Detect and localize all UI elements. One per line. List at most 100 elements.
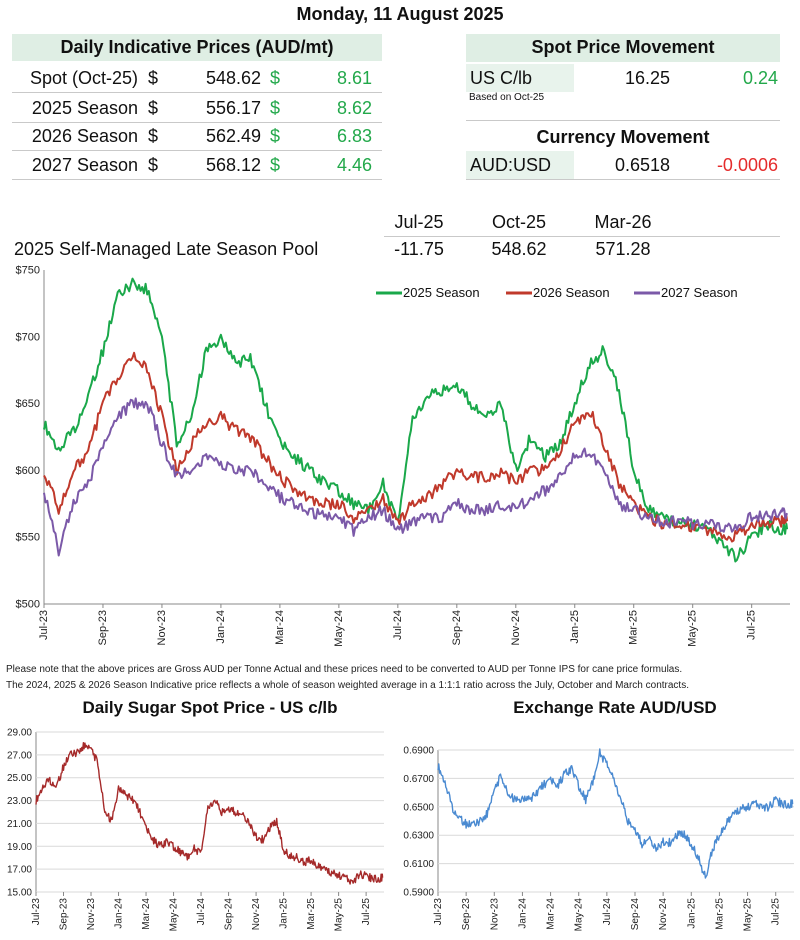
x-tick-label: Jul-24 [602,898,613,926]
spot-unit-label: US C/lb [466,64,574,92]
series-line [437,748,794,879]
divider [466,179,780,180]
currency-symbol: $ [148,98,159,118]
x-tick-label: Jan-24 [114,898,125,929]
pool-header-mar: Mar-26 [594,212,652,232]
currency-symbol: $ [148,68,159,88]
season-price-chart: $500 $550 $600 $650 $700 $750 Jul-23 Sep-23 Nov-… [16,265,790,647]
y-tick-label: 25.00 [7,773,32,784]
x-tick-label: May-24 [574,898,585,932]
y-tick-label: 0.6500 [403,802,434,813]
daily-row-label: 2025 Season [31,98,138,118]
pool-value-mar: 571.28 [595,239,651,259]
note-line-1: Please note that the above prices are Gr… [6,664,683,675]
currency-value: 0.6518 [614,155,670,175]
currency-change: -0.0006 [716,155,778,175]
sugar-spot-chart: 15.00 17.00 19.00 21.00 23.00 25.00 27.00 29.00… [7,728,384,932]
x-tick-label: Mar-25 [628,610,640,645]
daily-row-price: 562.49 [205,126,261,146]
y-tick-label: 15.00 [7,888,32,899]
x-tick-label: Nov-23 [156,610,168,645]
y-tick-label: $550 [16,532,40,544]
divider [12,122,382,123]
x-tick-label: Jul-25 [361,898,372,926]
daily-row-change: 6.83 [336,126,372,146]
exchange-rate-chart: 0.5900 0.6100 0.6300 0.6500 0.6700 0.6900 Jul-… [403,746,794,932]
x-tick-label: Jul-23 [38,610,50,640]
x-tick-label: Nov-24 [510,610,522,645]
y-tick-label: 23.00 [7,796,32,807]
x-tick-label: Jul-23 [433,898,444,926]
daily-row-change: 8.62 [336,98,372,118]
y-tick-label: 17.00 [7,865,32,876]
x-tick-label: Nov-23 [489,898,500,931]
spot-movement-header: Spot Price Movement [466,34,780,62]
daily-row-label: 2027 Season [31,155,138,175]
x-tick-label: Mar-24 [546,898,557,930]
pool-value-oct: 548.62 [491,239,547,259]
y-tick-label: $750 [16,265,40,277]
currency-symbol: $ [270,68,281,88]
y-tick-label: 21.00 [7,819,32,830]
note-line-2: The 2024, 2025 & 2026 Season Indicative … [6,680,689,691]
x-tick-label: Sep-24 [630,898,641,931]
x-tick-label: Mar-24 [141,898,152,930]
series-line [43,397,789,557]
daily-prices-header: Daily Indicative Prices (AUD/mt) [12,34,382,61]
divider [384,236,780,237]
y-tick-label: $700 [16,331,40,343]
x-tick-label: Jul-25 [746,610,758,640]
x-tick-label: Sep-24 [451,610,463,645]
x-tick-label: Sep-23 [59,898,70,931]
x-tick-label: Jan-25 [279,898,290,929]
currency-movement-header: Currency Movement [536,127,710,147]
currency-symbol: $ [270,155,281,175]
divider [12,92,382,93]
pool-header-jul: Jul-25 [394,212,444,232]
y-tick-label: 19.00 [7,842,32,853]
y-tick-label: 29.00 [7,728,32,739]
y-tick-label: 0.5900 [403,888,434,899]
x-tick-label: May-25 [687,610,699,647]
x-tick-label: Sep-24 [224,898,235,931]
y-tick-label: 0.6300 [403,831,434,842]
x-tick-label: Nov-24 [658,898,669,931]
divider [12,150,382,151]
y-tick-label: $600 [16,465,40,477]
series-line [35,742,384,885]
x-tick-label: May-25 [334,898,345,932]
x-tick-label: Mar-24 [274,610,286,645]
x-tick-label: Nov-23 [86,898,97,931]
x-tick-label: Mar-25 [306,898,317,930]
x-tick-label: May-25 [743,898,754,932]
x-tick-label: Jan-24 [215,610,227,644]
pool-value-jul: -11.75 [394,239,444,259]
daily-row-change: 4.46 [336,155,372,175]
daily-row-label: 2026 Season [31,126,138,146]
date-title: Monday, 11 August 2025 [296,4,504,24]
x-tick-label: May-24 [169,898,180,932]
currency-symbol: $ [270,126,281,146]
x-tick-label: Jul-24 [392,610,404,640]
y-tick-label: $500 [16,599,40,611]
x-tick-label: Sep-23 [97,610,109,645]
x-tick-label: Jul-23 [31,898,42,926]
x-tick-label: May-24 [333,610,345,647]
daily-row-label: Spot (Oct-25) [29,68,138,88]
y-tick-label: 0.6900 [403,746,434,757]
spot-note: Based on Oct-25 [469,92,545,103]
divider [12,179,382,180]
daily-row-price: 548.62 [205,68,261,88]
divider [466,120,780,121]
x-tick-label: Jan-24 [517,898,528,929]
x-tick-label: Jul-25 [771,898,782,926]
x-tick-label: Mar-25 [714,898,725,930]
pool-label: 2025 Self-Managed Late Season Pool [14,239,319,259]
x-tick-label: Jan-25 [686,898,697,929]
sugar-chart-title: Daily Sugar Spot Price - US c/lb [82,698,338,717]
y-tick-label: 0.6100 [403,859,434,870]
currency-symbol: $ [148,155,159,175]
spot-value: 16.25 [624,68,670,88]
currency-pair-label: AUD:USD [466,151,574,179]
pool-header-oct: Oct-25 [491,212,547,232]
